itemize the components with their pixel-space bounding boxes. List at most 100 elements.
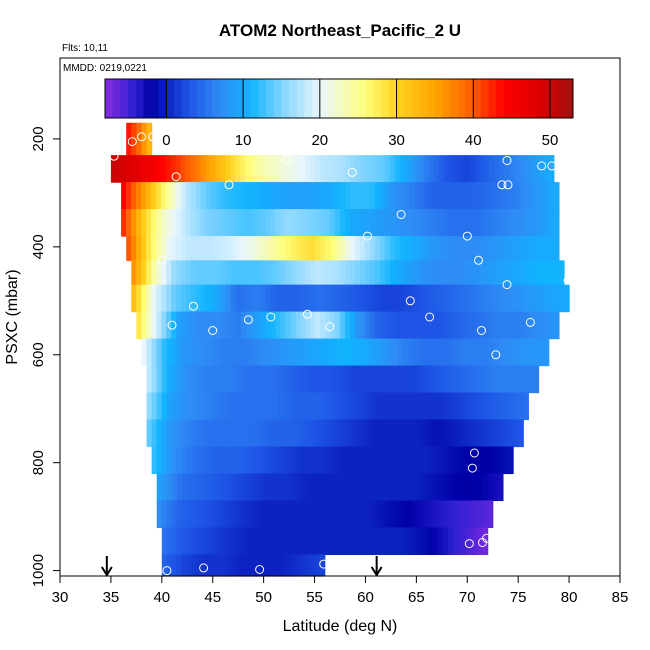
observation-marker: [464, 539, 474, 549]
heatmap-cell: [503, 365, 509, 394]
heatmap-cell: [437, 527, 444, 556]
heatmap-cell: [399, 182, 406, 210]
heatmap-cell: [347, 527, 353, 556]
heatmap-cell: [171, 311, 177, 340]
heatmap-cell: [265, 284, 272, 313]
colorbar-swatch: [488, 79, 497, 118]
colorbar-swatch: [519, 79, 528, 118]
heatmap-cell: [190, 209, 197, 237]
heatmap-cell: [484, 311, 490, 340]
heatmap-cell: [397, 419, 404, 448]
heatmap-cell: [176, 554, 183, 577]
heatmap-cell: [150, 182, 157, 210]
heatmap-cell: [312, 473, 318, 502]
x-tick-label: 70: [459, 589, 476, 606]
heatmap-cell: [524, 260, 530, 286]
heatmap-cell: [211, 473, 218, 502]
heatmap-cell: [409, 155, 416, 183]
heatmap-cell: [379, 209, 386, 237]
colorbar-swatch: [243, 79, 252, 118]
heatmap-cell: [429, 260, 436, 286]
heatmap-cell: [372, 392, 379, 421]
heatmap-cell: [257, 473, 263, 502]
colorbar-tick-labels: 0 10 20 30 40 50: [162, 132, 558, 149]
observation-marker: [167, 320, 177, 330]
heatmap-cell: [404, 236, 411, 261]
heatmap-cell: [412, 419, 419, 448]
heatmap-cell: [508, 446, 514, 475]
observation-marker: [255, 565, 265, 574]
heatmap-cell: [166, 446, 173, 475]
heatmap-cell: [272, 338, 278, 367]
heatmap-cell: [439, 209, 446, 237]
heatmap-cell: [240, 260, 247, 286]
heatmap-cell: [221, 365, 228, 394]
heatmap-cell: [422, 500, 429, 529]
heatmap-cell: [195, 182, 202, 210]
heatmap-cell: [548, 236, 555, 261]
heatmap-cell: [297, 527, 303, 556]
heatmap-cell: [216, 473, 223, 502]
heatmap-cell: [459, 182, 465, 210]
heatmap-cell: [300, 155, 306, 183]
heatmap-cell: [432, 527, 439, 556]
heatmap-cell: [554, 284, 560, 313]
heatmap-cell: [330, 260, 336, 286]
heatmap-cell: [140, 155, 147, 183]
heatmap-cell: [237, 365, 243, 394]
heatmap-cell: [339, 155, 346, 183]
heatmap-cell: [136, 182, 142, 210]
heatmap-cell: [290, 284, 297, 313]
heatmap-cell: [412, 500, 419, 529]
heatmap-cell: [226, 338, 233, 367]
heatmap-cell: [514, 311, 520, 340]
heatmap-cell: [330, 236, 336, 261]
heatmap-cell: [469, 284, 476, 313]
heatmap-cell: [355, 311, 361, 340]
heatmap-cell: [216, 446, 223, 475]
heatmap-cell: [533, 155, 540, 183]
heatmap-cell: [417, 473, 424, 502]
heatmap-cell: [211, 392, 218, 421]
heatmap-cell: [262, 500, 268, 529]
heatmap-cell: [474, 209, 480, 237]
heatmap-cell: [508, 419, 514, 448]
heatmap-cell: [231, 446, 238, 475]
heatmap-cell: [255, 182, 261, 210]
heatmap-cell: [136, 122, 143, 156]
colorbar-swatch: [503, 79, 513, 118]
heatmap-cell: [492, 473, 499, 502]
heatmap-cell: [206, 446, 213, 475]
heatmap-cell: [458, 365, 464, 394]
heatmap-cell: [402, 473, 409, 502]
heatmap-cell: [166, 311, 172, 340]
heatmap-cell: [442, 500, 449, 529]
heatmap-cell: [287, 338, 293, 367]
heatmap-cell: [277, 473, 283, 502]
heatmap-cell: [275, 554, 281, 577]
colorbar-swatch: [473, 79, 482, 118]
heatmap-cell: [191, 527, 198, 556]
heatmap-cell: [304, 155, 311, 183]
heatmap-cell: [290, 182, 296, 210]
heatmap-cell: [347, 365, 354, 394]
heatmap-cell: [332, 500, 338, 529]
heatmap-cell: [230, 260, 237, 286]
heatmap-cell: [493, 365, 499, 394]
heatmap-cell: [429, 209, 436, 237]
heatmap-cell: [367, 365, 374, 394]
heatmap-cell: [245, 554, 252, 577]
heatmap-cell: [377, 446, 384, 475]
heatmap-cell: [242, 446, 248, 475]
heatmap-cell: [230, 554, 237, 577]
heatmap-cell: [292, 419, 298, 448]
heatmap-cell: [185, 182, 192, 210]
heatmap-cell: [357, 392, 364, 421]
heatmap-cell: [364, 236, 371, 261]
heatmap-cell: [247, 338, 253, 367]
observation-marker: [469, 448, 479, 458]
y-tick-label: 1000: [30, 554, 47, 587]
heatmap-cell: [382, 365, 389, 394]
heatmap-cell: [166, 527, 173, 556]
colorbar-swatch: [281, 79, 290, 118]
